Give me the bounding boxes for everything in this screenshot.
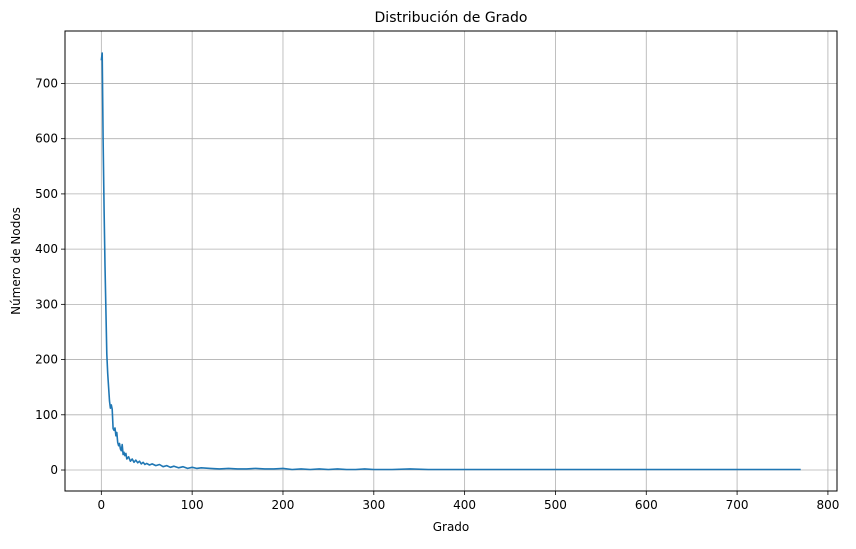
x-axis: 0 100 200 300 400 500 600 700 800 bbox=[98, 491, 839, 512]
y-tick-label: 400 bbox=[35, 242, 58, 256]
x-tick-label: 200 bbox=[272, 498, 295, 512]
y-tick-label: 100 bbox=[35, 408, 58, 422]
plot-frame bbox=[64, 30, 838, 492]
chart-title: Distribución de Grado bbox=[375, 10, 528, 26]
y-axis-label: Número de Nodos bbox=[9, 207, 23, 315]
y-tick-label: 700 bbox=[35, 76, 58, 90]
y-tick-label: 600 bbox=[35, 132, 58, 146]
y-axis: 0 100 200 300 400 500 600 700 bbox=[35, 76, 65, 477]
x-tick-label: 0 bbox=[98, 498, 106, 512]
y-tick-label: 200 bbox=[35, 353, 58, 367]
x-tick-label: 600 bbox=[635, 498, 658, 512]
x-tick-label: 400 bbox=[453, 498, 476, 512]
x-tick-label: 800 bbox=[816, 498, 839, 512]
series-layer bbox=[100, 52, 801, 471]
x-tick-label: 500 bbox=[544, 498, 567, 512]
y-tick-label: 300 bbox=[35, 297, 58, 311]
y-tick-label: 0 bbox=[50, 463, 58, 477]
x-axis-label: Grado bbox=[433, 520, 470, 534]
series-line bbox=[100, 52, 801, 471]
x-tick-label: 100 bbox=[181, 498, 204, 512]
y-tick-label: 500 bbox=[35, 187, 58, 201]
x-tick-label: 300 bbox=[362, 498, 385, 512]
x-tick-label: 700 bbox=[726, 498, 749, 512]
grid bbox=[65, 31, 837, 491]
